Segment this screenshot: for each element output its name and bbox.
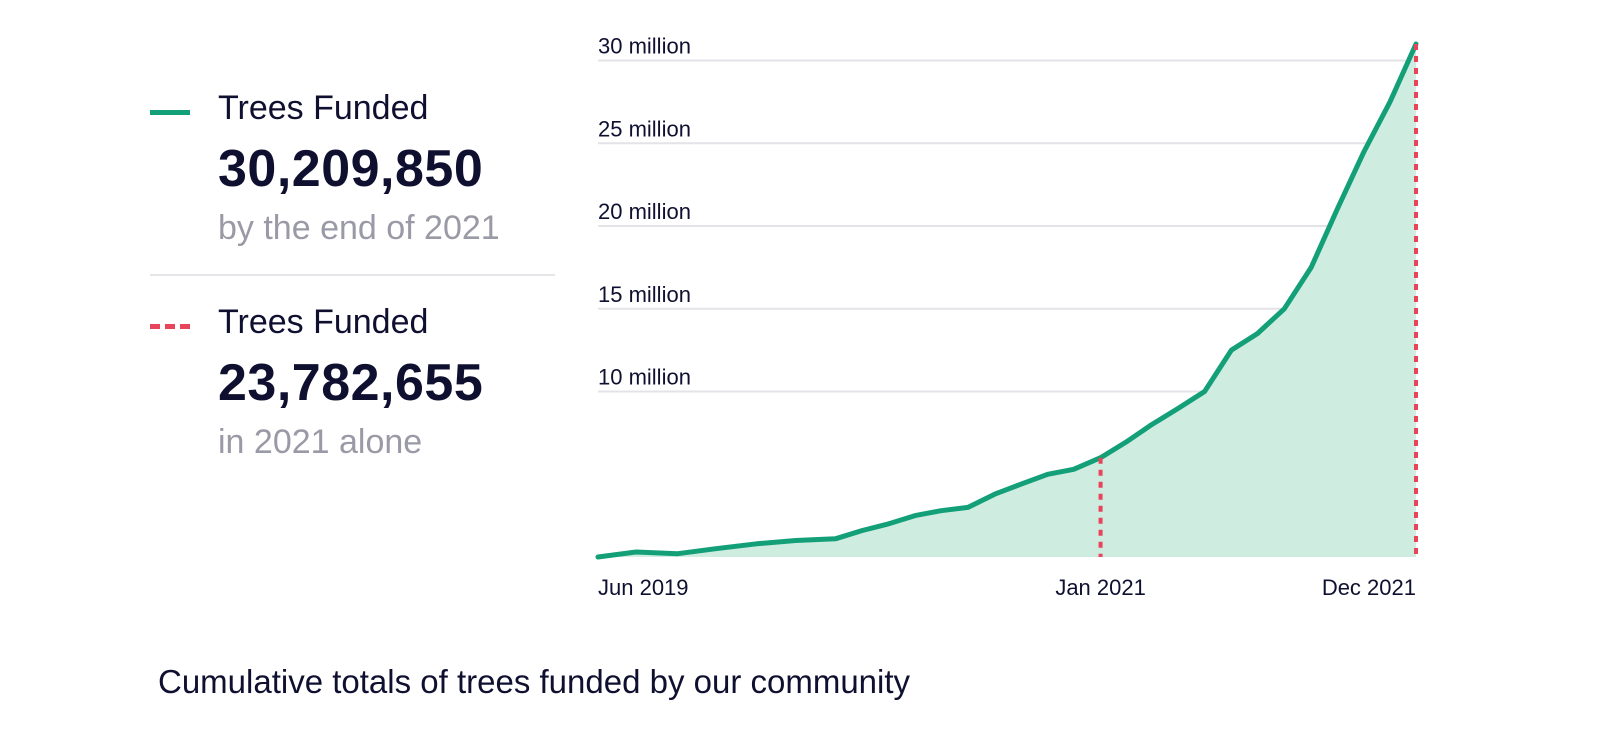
legend-total-label: Trees Funded [218, 89, 429, 127]
area-fill [598, 44, 1416, 557]
y-tick-label: 30 million [598, 34, 691, 59]
legend-total-value: 30,209,850 [218, 140, 484, 198]
trees-funded-chart: 10 million 15 million 20 million 25 million… [595, 34, 1419, 600]
dashed-line-swatch-icon [150, 324, 190, 329]
legend-total: Trees Funded 30,209,850 by the end of 20… [150, 80, 555, 254]
legend-year: Trees Funded 23,782,655 in 2021 alone [150, 294, 555, 468]
x-tick-label: Dec 2021 [1322, 575, 1416, 600]
solid-line-swatch-icon [150, 110, 190, 115]
legend-year-value: 23,782,655 [218, 354, 484, 412]
chart-caption: Cumulative totals of trees funded by our… [158, 663, 911, 700]
x-tick-label: Jan 2021 [1055, 575, 1146, 600]
y-tick-label: 10 million [598, 365, 691, 390]
series-line [595, 41, 1419, 560]
legend-year-label: Trees Funded [218, 303, 429, 341]
legend: Trees Funded 30,209,850 by the end of 20… [150, 80, 555, 468]
legend-year-sub: in 2021 alone [218, 423, 423, 461]
legend-total-sub: by the end of 2021 [218, 209, 500, 247]
y-tick-label: 25 million [598, 116, 691, 141]
legend-divider [150, 274, 555, 276]
x-tick-label: Jun 2019 [598, 575, 689, 600]
y-tick-label: 20 million [598, 199, 691, 224]
y-tick-label: 15 million [598, 282, 691, 307]
